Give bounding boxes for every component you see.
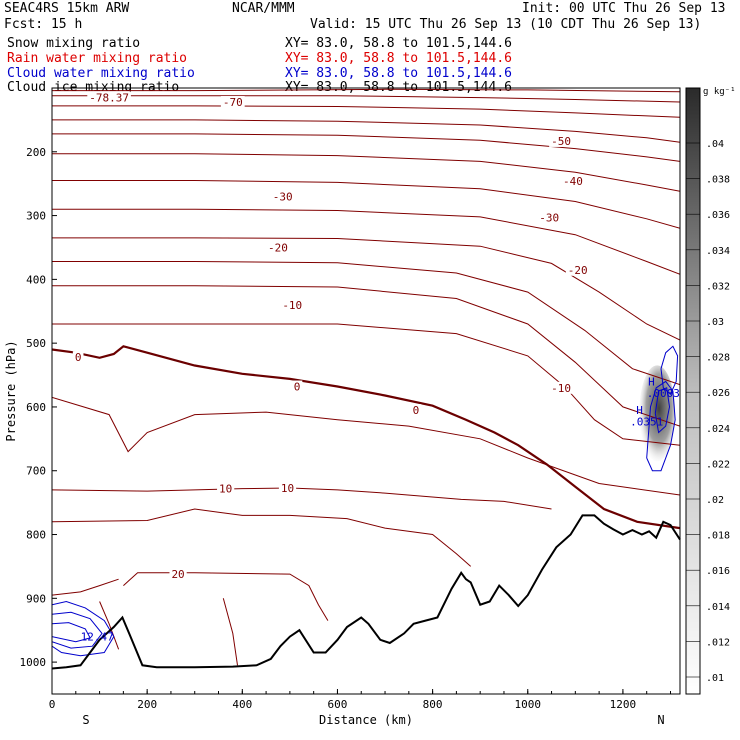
colorbar-tick-label: .036 [706,210,730,221]
cloud-water-label: H [636,404,643,417]
colorbar-tick-label: .022 [706,459,730,470]
y-tick-label: 800 [26,529,46,542]
cloud-water-label: H [648,375,655,388]
isotherm-contour [52,153,680,192]
x-tick-label: 400 [232,698,252,711]
isotherm-label: -30 [273,190,293,203]
isotherm-contour [52,396,680,496]
terrain-surface [51,514,681,670]
isotherm-label: 0 [413,404,420,417]
x-tick-label: 800 [423,698,443,711]
y-tick-label: 1000 [20,656,47,669]
isotherm-label: -78.37 [89,92,129,105]
x-tick-label: 1000 [515,698,542,711]
x-axis-title: Distance (km) [319,713,413,727]
isotherm-contour [52,285,680,427]
colorbar-tick-label: .01 [706,673,724,684]
colorbar [685,87,701,695]
colorbar-tick-label: .03 [706,317,724,328]
colorbar-tick-label: .018 [706,531,730,542]
y-tick-label: 900 [26,592,46,605]
isotherm-label: 20 [171,568,184,581]
cloud-water-contour [654,387,671,434]
isotherm-contour [52,261,680,386]
cloud-water-label: .0351 [630,416,663,429]
plot-frame [51,87,681,695]
x-tick-label: 600 [328,698,348,711]
model-title: SEAC4RS 15km ARW [4,1,130,16]
colorbar-tick-label: .04 [706,139,724,150]
isotherm-contour [99,601,120,650]
isotherm-label: 0 [294,381,301,394]
isotherm-label: -40 [563,175,583,188]
x-tick-label: 200 [137,698,157,711]
colorbar-tick-label: .012 [706,637,730,648]
isotherm-contour [52,133,680,162]
valid-time: Valid: 15 UTC Thu 26 Sep 13 (10 CDT Thu … [310,17,702,32]
isotherm-contour [52,88,680,93]
y-tick-label: 300 [26,210,46,223]
isotherm-contour [52,119,680,143]
isotherm-contour [123,572,329,621]
cloud-water-label: .0003 [647,387,680,400]
isotherm-label: 0 [75,351,82,364]
init-time: Init: 00 UTC Thu 26 Sep 13 [522,1,726,16]
org-label: NCAR/MMM [232,1,295,16]
field-rain-name: Rain water mixing ratio [7,51,188,66]
isotherm-contour [52,487,552,510]
start-point-label: S [82,713,89,727]
freezing-level-contour [52,345,680,530]
y-tick-label: 500 [26,337,46,350]
isotherm-label: -30 [539,211,559,224]
colorbar-tick-label: .014 [706,602,730,613]
forecast-hour: Fcst: 15 h [4,17,83,32]
colorbar-tick-label: .024 [706,424,730,435]
isotherm-contour [52,105,680,118]
y-tick-label: 700 [26,465,46,478]
field-snow-xy: XY= 83.0, 58.8 to 101.5,144.6 [285,36,512,51]
y-tick-label: 600 [26,401,46,414]
cloud-water-contour [52,611,103,649]
colorbar-tick-label: .032 [706,281,730,292]
isotherm-contour [52,508,472,567]
isotherm-contour [52,578,119,596]
isotherm-label: -20 [568,264,588,277]
colorbar-tick-label: .02 [706,495,724,506]
x-tick-label: 1200 [610,698,637,711]
isotherm-label: -70 [223,96,243,109]
isotherm-label: -10 [282,299,302,312]
isotherm-contour [52,323,680,446]
end-point-label: N [657,713,664,727]
isotherm-label: 10 [281,482,294,495]
isotherm-label: -50 [551,135,571,148]
cloud-water-contour [660,345,679,396]
field-rain-xy: XY= 83.0, 58.8 to 101.5,144.6 [285,51,512,66]
cloud-water-contour [52,600,115,657]
y-tick-label: 200 [26,146,46,159]
cloud-water-label: 12.47 [81,631,114,644]
isotherm-contour [52,237,680,341]
isotherm-label: -20 [268,241,288,254]
cloud-water-contour [52,622,91,643]
colorbar-tick-label: .026 [706,388,730,399]
isotherm-contour [52,95,680,103]
y-axis-title: Pressure (hPa) [4,340,18,441]
isotherm-label: -10 [551,382,571,395]
isotherm-contour [222,598,238,666]
colorbar-tick-label: .034 [706,246,730,257]
y-tick-label: 400 [26,273,46,286]
colorbar-unit: g kg⁻¹ [703,87,736,97]
isotherm-contour [52,208,680,275]
field-snow-name: Snow mixing ratio [7,36,141,51]
field-cloud-water-xy: XY= 83.0, 58.8 to 101.5,144.6 [285,66,512,81]
cloud-water-contour [646,380,676,472]
x-tick-label: 0 [49,698,56,711]
isotherm-label: 10 [219,483,232,496]
colorbar-tick-label: .038 [706,175,730,186]
field-cloud-water-name: Cloud water mixing ratio [7,66,195,81]
colorbar-tick-label: .016 [706,566,730,577]
colorbar-tick-label: .028 [706,353,730,364]
isotherm-contour [52,180,680,229]
